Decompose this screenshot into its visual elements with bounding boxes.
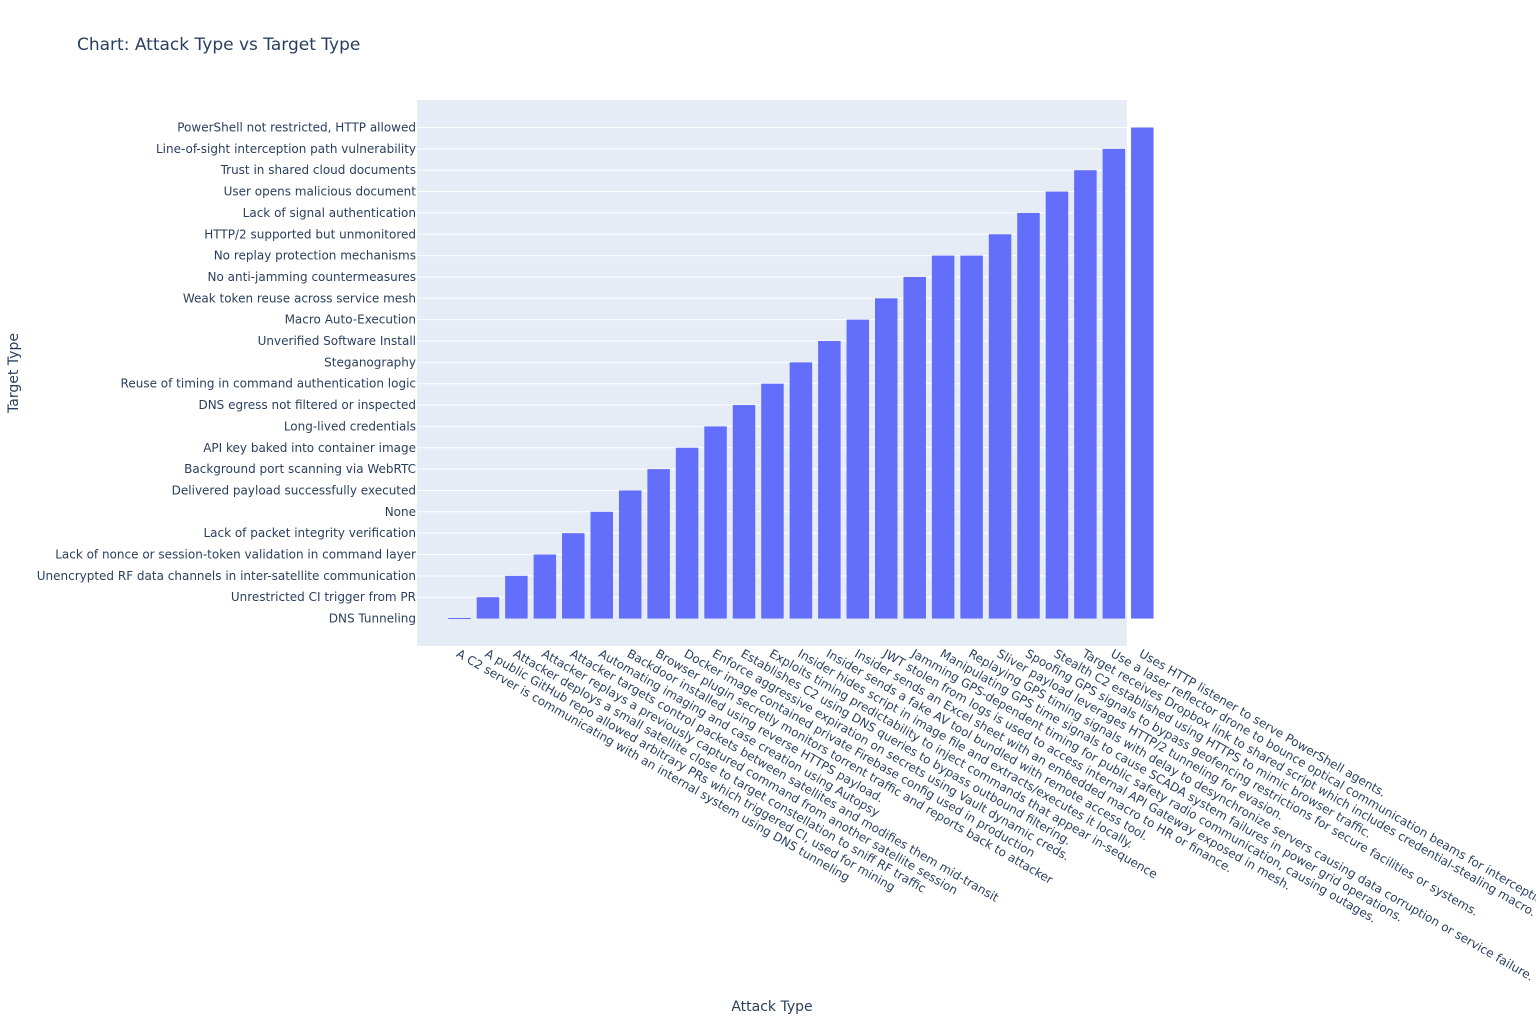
bar <box>1045 191 1069 619</box>
y-tick-label: Steganography <box>324 355 416 369</box>
y-tick-label: No anti-jamming countermeasures <box>208 270 416 284</box>
bar <box>789 362 813 619</box>
y-tick-label: Lack of signal authentication <box>243 206 416 220</box>
y-tick-label: Unencrypted RF data channels in inter-sa… <box>37 569 416 583</box>
y-tick-label: PowerShell not restricted, HTTP allowed <box>177 121 416 135</box>
bar <box>732 405 756 619</box>
bar <box>476 597 500 619</box>
bar <box>618 490 642 619</box>
y-tick-label: User opens malicious document <box>224 185 417 199</box>
y-tick-label: DNS egress not filtered or inspected <box>198 398 416 412</box>
bar <box>931 255 955 619</box>
bar <box>818 341 841 619</box>
bar <box>704 426 727 619</box>
bars <box>448 127 1154 620</box>
y-tick-label: Trust in shared cloud documents <box>220 163 416 177</box>
bar <box>1131 127 1154 619</box>
y-tick-label: No replay protection mechanisms <box>214 249 416 263</box>
y-tick-label: DNS Tunneling <box>329 612 416 626</box>
bar <box>590 511 613 619</box>
bar <box>761 383 784 619</box>
bar <box>562 533 585 619</box>
y-tick-label: Long-lived credentials <box>284 419 416 433</box>
bar <box>903 276 926 619</box>
y-tick-label: Lack of nonce or session-token validatio… <box>55 548 416 562</box>
y-tick-label: Lack of packet integrity verification <box>203 526 416 540</box>
y-tick-label: Background port scanning via WebRTC <box>184 462 416 476</box>
x-axis-title: Attack Type <box>731 999 812 1015</box>
y-tick-label: Delivered payload successfully executed <box>172 483 416 497</box>
y-tick-label: Unrestricted CI trigger from PR <box>231 590 416 604</box>
bar <box>647 469 670 619</box>
bar <box>533 554 557 619</box>
y-axis-title: Target Type <box>6 333 22 414</box>
y-tick-label: Line-of-sight interception path vulnerab… <box>156 142 416 156</box>
y-tick-label: None <box>385 505 416 519</box>
chart-title: Chart: Attack Type vs Target Type <box>77 35 360 55</box>
y-tick-labels: DNS Tunneling Unrestricted CI trigger fro… <box>37 121 417 626</box>
x-tick-labels: A C2 server is communicating with an int… <box>454 646 1536 984</box>
y-tick-label: Weak token reuse across service mesh <box>183 291 416 305</box>
bar <box>675 447 699 619</box>
y-tick-label: API key baked into container image <box>203 441 416 455</box>
bar <box>1074 170 1097 619</box>
bar <box>1017 212 1040 619</box>
y-tick-label: Reuse of timing in command authenticatio… <box>121 377 416 391</box>
bar <box>960 255 983 619</box>
y-tick-label: Unverified Software Install <box>258 334 416 348</box>
bar <box>1102 148 1126 619</box>
y-tick-label: HTTP/2 supported but unmonitored <box>204 227 416 241</box>
bar <box>505 575 528 619</box>
y-tick-label: Macro Auto-Execution <box>285 313 416 327</box>
bar <box>988 234 1012 619</box>
bar <box>846 319 870 619</box>
bar <box>875 298 898 619</box>
